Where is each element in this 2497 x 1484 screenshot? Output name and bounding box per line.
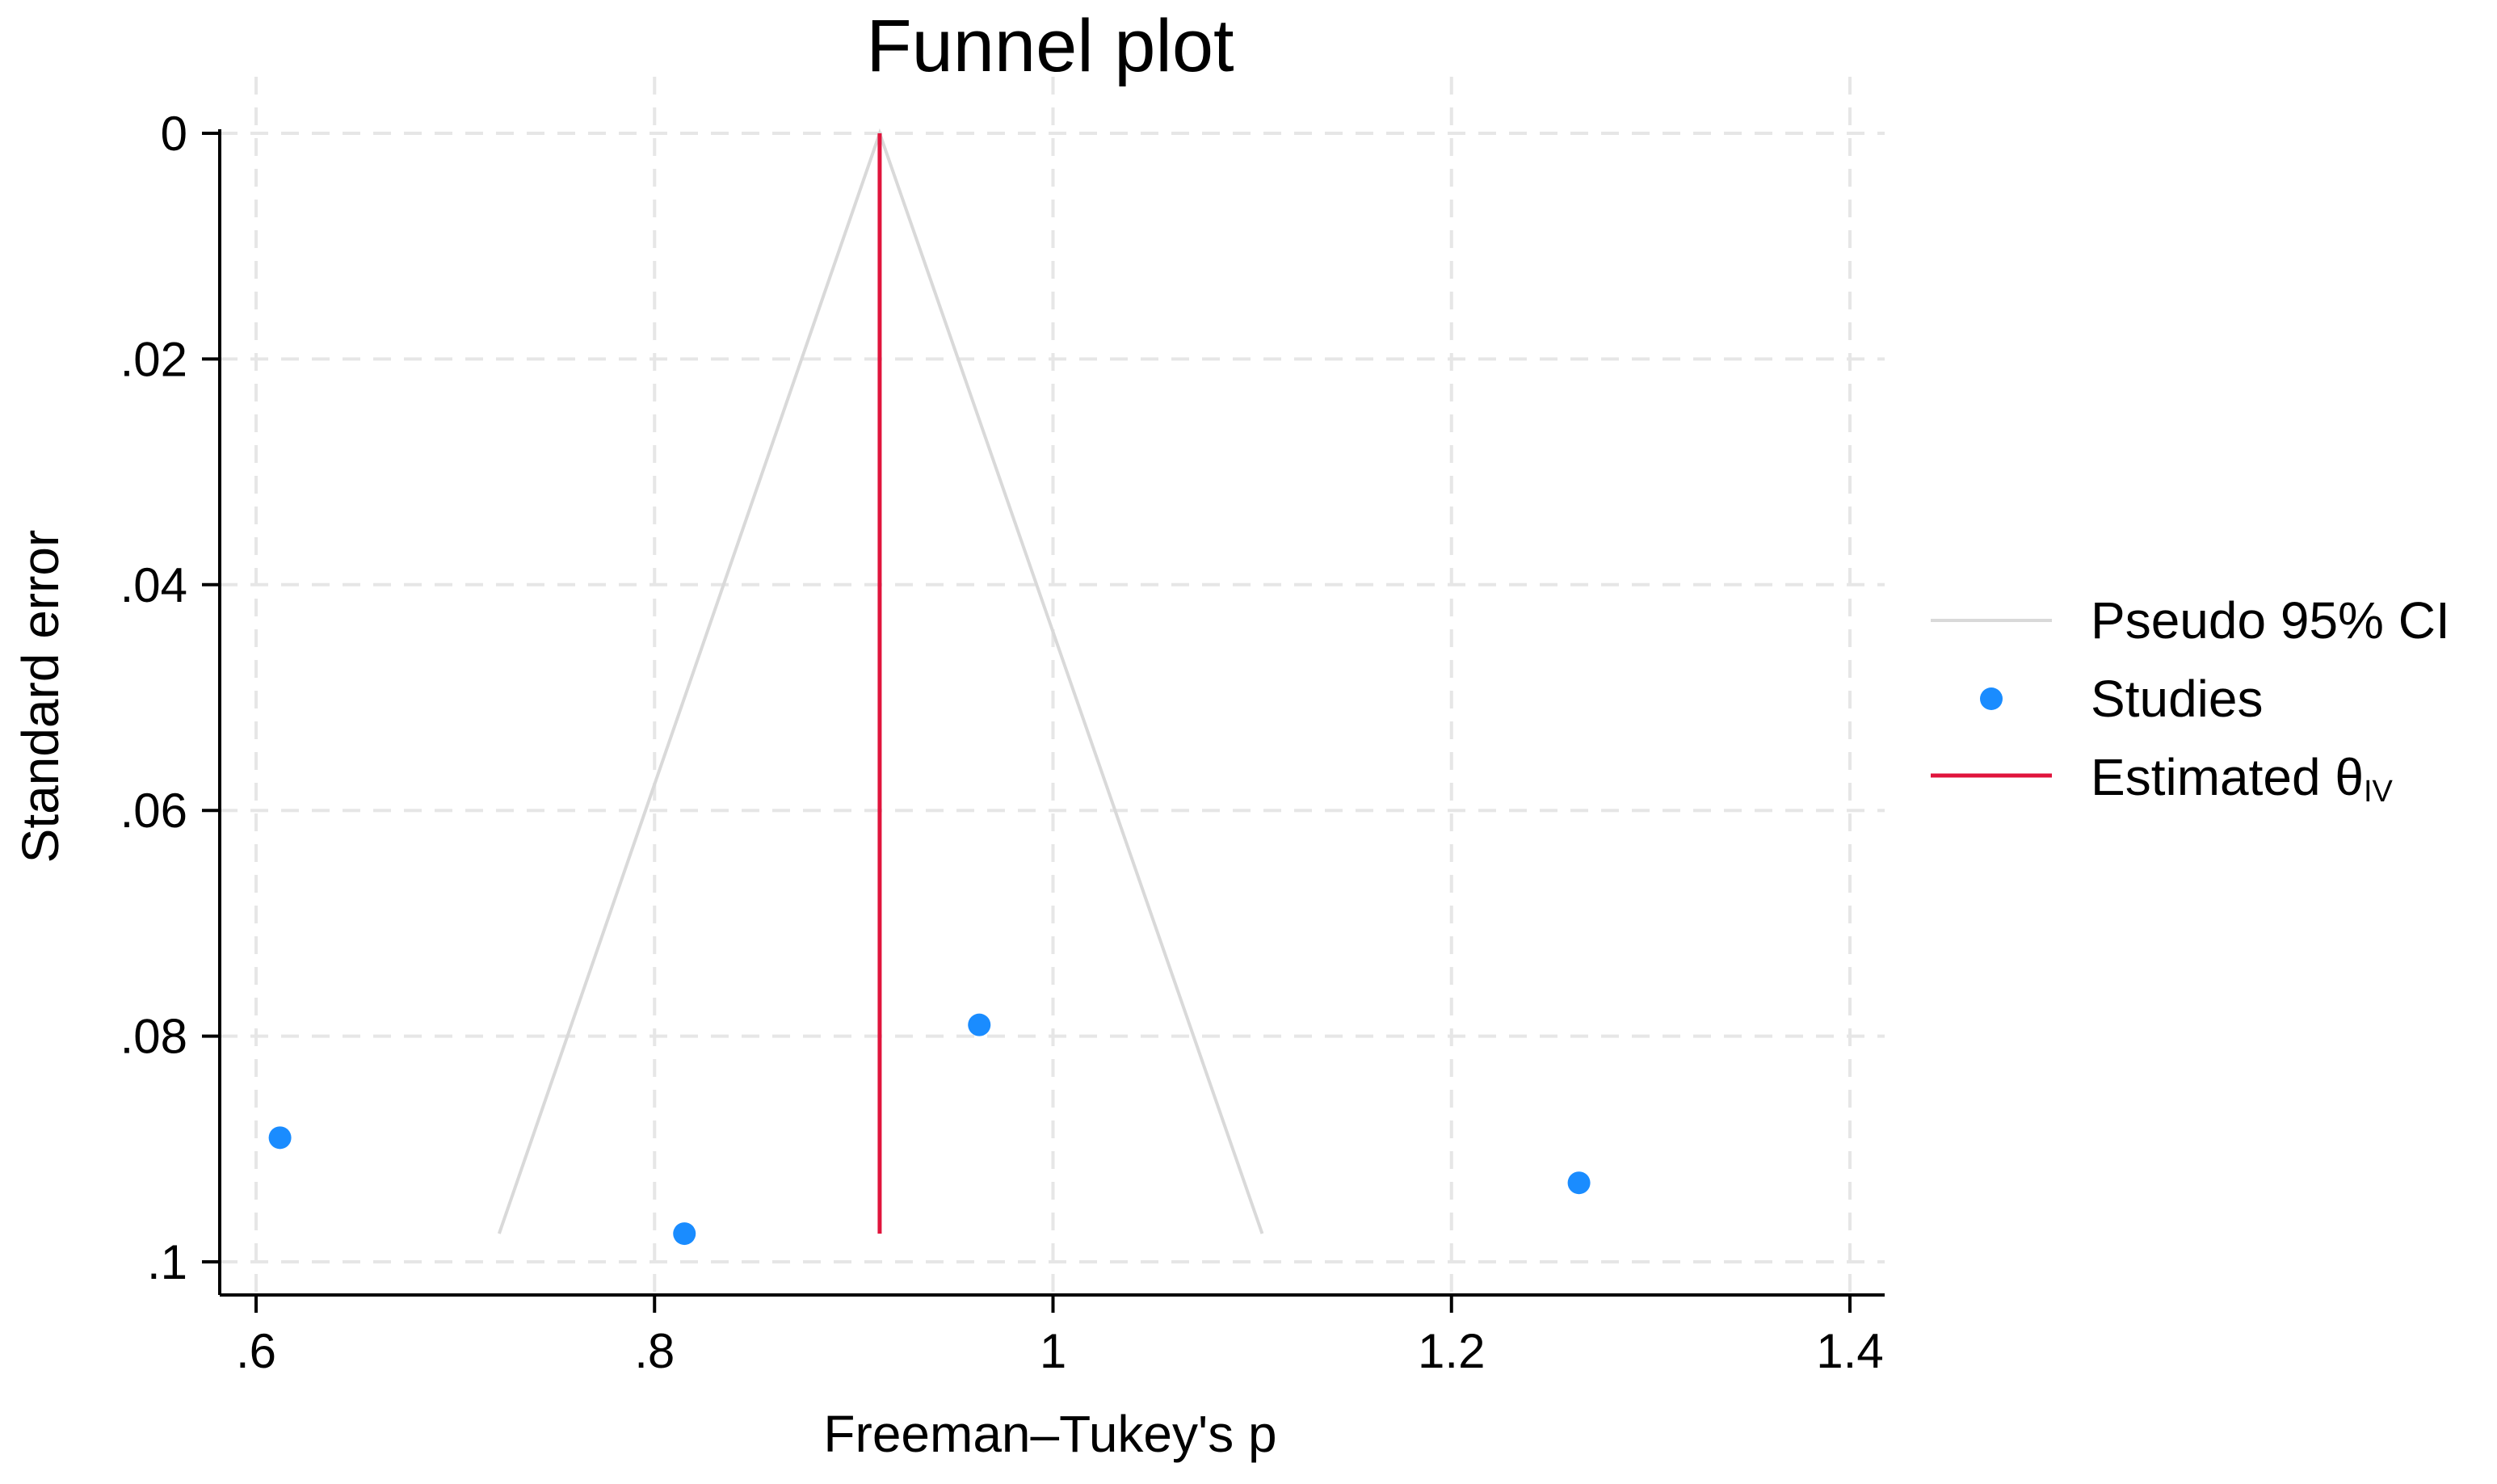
x-tick-label-4: 1.4: [1816, 1324, 1883, 1378]
study-point-3: [968, 1013, 991, 1036]
x-tick-label-0: .6: [236, 1324, 276, 1378]
study-point-1: [268, 1126, 292, 1150]
x-axis-title: Freeman–Tukey's p: [823, 1405, 1276, 1463]
legend-ci-label: Pseudo 95% CI: [2091, 591, 2450, 650]
legend-estimate-text: Estimated θ: [2091, 748, 2364, 806]
study-points: [268, 1013, 1591, 1246]
y-tick-label-1: .02: [120, 332, 187, 386]
y-tick-label-3: .06: [120, 784, 187, 838]
study-point-2: [673, 1222, 696, 1246]
legend: Pseudo 95% CI Studies Estimated θIV: [1931, 591, 2450, 809]
study-point-4: [1567, 1171, 1591, 1195]
chart-title: Funnel plot: [866, 5, 1234, 87]
axes: .6 .8 1 1.2 1.4 0 .02 .04 .06 .08 .1: [120, 107, 1885, 1378]
grid-lines: [220, 77, 1885, 1295]
y-tick-label-2: .04: [120, 558, 187, 612]
legend-studies-label: Studies: [2091, 670, 2263, 728]
x-tick-label-1: .8: [634, 1324, 675, 1378]
x-tick-label-3: 1.2: [1418, 1324, 1485, 1378]
legend-studies-swatch: [1980, 687, 2003, 710]
legend-estimate-label: Estimated θIV: [2091, 748, 2393, 809]
y-tick-label-4: .08: [120, 1010, 187, 1064]
x-tick-label-2: 1: [1040, 1324, 1066, 1378]
y-tick-label-0: 0: [161, 107, 187, 161]
y-axis-title: Standard error: [11, 530, 69, 864]
y-tick-label-5: .1: [147, 1235, 187, 1289]
legend-estimate-subscript: IV: [2364, 775, 2394, 809]
